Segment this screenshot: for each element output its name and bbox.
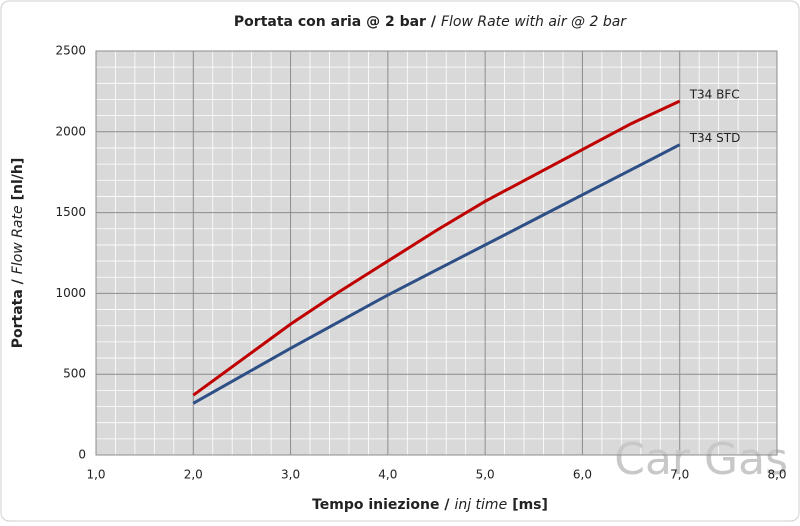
x-tick-label: 2,0 (184, 468, 203, 482)
x-tick-label: 6,0 (573, 468, 592, 482)
plot-border (95, 50, 778, 456)
y-tick-label: 0 (78, 448, 86, 462)
y-tick-label: 1500 (55, 205, 86, 219)
y-tick-label: 1000 (55, 286, 86, 300)
x-tick-label: 7,0 (670, 468, 689, 482)
y-axis-label: Portata / Flow Rate [nl/h] (10, 158, 26, 349)
y-tick-label: 2000 (55, 124, 86, 138)
title-part: Flow Rate with air @ 2 bar (441, 14, 627, 30)
x-label-part: Tempo iniezione / (312, 497, 450, 513)
chart-title: Portata con aria @ 2 bar / Flow Rate with… (234, 14, 627, 30)
series-label: T34 BFC (689, 88, 740, 102)
series-line (192, 143, 681, 405)
x-axis-label: Tempo iniezione / inj time [ms] (312, 497, 548, 513)
y-tick-label: 500 (63, 367, 86, 381)
x-tick-label: 5,0 (476, 468, 495, 482)
x-tick-label: 1,0 (86, 468, 105, 482)
x-tick-label: 8,0 (767, 468, 786, 482)
y-label-part: [nl/h] (10, 158, 26, 201)
plot-area (96, 51, 777, 455)
y-label-part: Portata / (10, 278, 26, 348)
x-label-part: inj time (454, 497, 507, 513)
y-label-part: Flow Rate (10, 205, 26, 274)
grid (95, 50, 778, 456)
watermark: Car Gas (614, 434, 788, 485)
x-label-part: [ms] (512, 497, 548, 513)
title-part: Portata con aria @ 2 bar / (234, 14, 437, 30)
y-tick-label: 2500 (55, 44, 86, 58)
series-label: T34 STD (689, 131, 741, 145)
x-tick-label: 3,0 (281, 468, 300, 482)
series-line (192, 99, 681, 397)
x-tick-label: 4,0 (378, 468, 397, 482)
